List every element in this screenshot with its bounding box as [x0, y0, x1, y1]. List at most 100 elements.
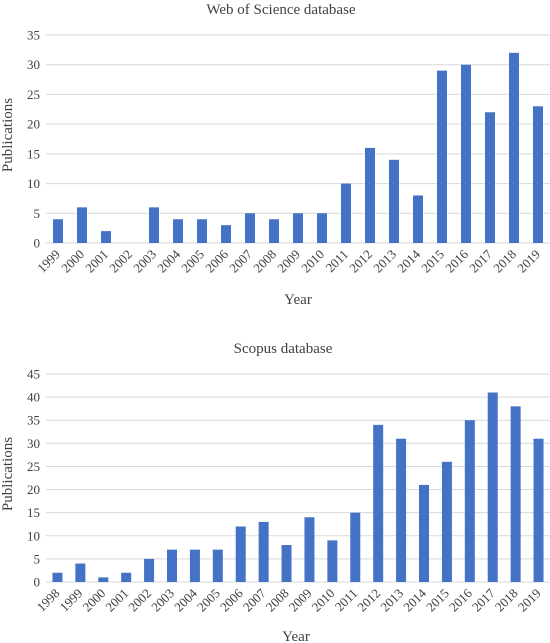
y-tick-label: 30 — [27, 57, 40, 72]
bar — [487, 392, 498, 582]
x-tick-label: 2006 — [217, 585, 246, 614]
x-tick-label: 2004 — [154, 246, 183, 275]
x-tick-label: 1999 — [56, 586, 85, 615]
bar — [53, 219, 63, 243]
bar — [77, 207, 87, 243]
y-tick-label: 20 — [27, 117, 40, 132]
y-tick-label: 35 — [27, 413, 40, 428]
scopus-bar-chart: Scopus database 0 5 10 15 20 25 30 35 40 45 19981… — [0, 341, 550, 643]
bar — [304, 517, 315, 582]
y-tick-label: 20 — [27, 482, 40, 497]
x-tick-label: 2003 — [130, 247, 159, 276]
x-tick-label: 2008 — [250, 247, 279, 276]
x-tick-label: 2011 — [332, 586, 361, 615]
bar — [197, 219, 207, 243]
x-tick-label: 2008 — [263, 586, 292, 615]
y-tick-label: 0 — [34, 236, 41, 251]
y-axis-label: Publications — [0, 437, 16, 511]
bar — [365, 147, 375, 243]
bar — [396, 438, 407, 582]
y-tick-label: 15 — [27, 505, 40, 520]
y-tick-label: 25 — [27, 87, 40, 102]
x-axis-label: Year — [284, 292, 312, 308]
bar — [167, 549, 177, 582]
bar — [389, 159, 399, 243]
x-tick-label: 2006 — [202, 246, 231, 275]
x-tick-label: 2015 — [418, 247, 447, 276]
x-tick-label: 2014 — [400, 585, 429, 614]
x-tick-label: 2010 — [308, 586, 337, 615]
bar — [533, 106, 543, 243]
x-tick-label: 2016 — [446, 585, 475, 614]
bar — [281, 545, 292, 582]
bar — [413, 195, 423, 243]
bar — [293, 213, 303, 243]
bar — [245, 213, 255, 243]
x-tick-label: 2017 — [466, 246, 495, 275]
x-tick-label: 2014 — [394, 246, 423, 275]
x-tick-label: 2010 — [298, 247, 327, 276]
x-tick-label: 2017 — [469, 585, 498, 614]
y-tick-label: 30 — [27, 436, 40, 451]
bar — [212, 549, 223, 582]
x-tick-label: 2005 — [194, 586, 223, 615]
x-tick-label: 2015 — [423, 586, 452, 615]
bar — [173, 219, 183, 243]
bar — [98, 577, 109, 582]
x-tick-label: 2013 — [377, 586, 406, 615]
x-tick-label: 1998 — [34, 586, 63, 615]
x-tick-labels: 1999200020012002200320042005200620072008… — [34, 246, 543, 275]
bar — [464, 420, 475, 582]
y-gridlines — [46, 34, 550, 244]
bar — [485, 112, 495, 243]
x-tick-label: 2005 — [178, 247, 207, 276]
y-tick-labels: 0 5 10 15 20 25 30 35 — [27, 28, 40, 251]
x-tick-label: 2001 — [82, 247, 111, 276]
chart-title: Scopus database — [234, 341, 333, 357]
bar — [509, 52, 519, 244]
chart-title: Web of Science database — [206, 2, 355, 18]
x-tick-label: 2001 — [102, 586, 131, 615]
bar — [258, 521, 269, 582]
x-tick-label: 2000 — [58, 247, 87, 276]
x-axis-label: Year — [282, 629, 310, 643]
x-tick-label: 2018 — [490, 247, 519, 276]
bar — [533, 438, 544, 582]
bar — [341, 183, 351, 243]
y-tick-label: 5 — [34, 551, 41, 566]
bar — [235, 526, 246, 582]
x-tick-label: 2003 — [148, 586, 177, 615]
bar — [149, 207, 159, 243]
x-tick-label: 2012 — [346, 247, 375, 276]
y-tick-label: 45 — [27, 367, 40, 382]
bar — [52, 572, 63, 582]
y-tick-label: 10 — [27, 528, 40, 543]
x-tick-label: 2009 — [274, 247, 303, 276]
bar — [101, 231, 111, 243]
bar — [317, 213, 327, 243]
y-tick-label: 25 — [27, 459, 40, 474]
bar — [121, 572, 132, 582]
bars — [52, 392, 544, 582]
bar — [441, 461, 452, 582]
x-tick-label: 2019 — [514, 247, 543, 276]
y-axis-label: Publications — [0, 98, 16, 172]
bar — [189, 549, 200, 582]
bar — [419, 484, 429, 582]
x-tick-labels: 1998199920002001200220032004200520062007… — [34, 585, 544, 614]
bar — [461, 64, 471, 243]
x-tick-label: 2012 — [354, 586, 383, 615]
y-tick-label: 5 — [34, 206, 41, 221]
bars — [53, 52, 543, 244]
x-tick-label: 2011 — [322, 247, 351, 276]
bar — [144, 558, 155, 582]
x-tick-label: 1999 — [34, 247, 63, 276]
x-tick-label: 2007 — [226, 246, 255, 275]
bar — [327, 540, 338, 582]
bar — [221, 225, 231, 243]
y-tick-label: 0 — [34, 575, 41, 590]
bar — [373, 424, 384, 582]
x-tick-label: 2002 — [125, 586, 154, 615]
y-tick-label: 40 — [27, 390, 40, 405]
x-tick-label: 2016 — [442, 246, 471, 275]
